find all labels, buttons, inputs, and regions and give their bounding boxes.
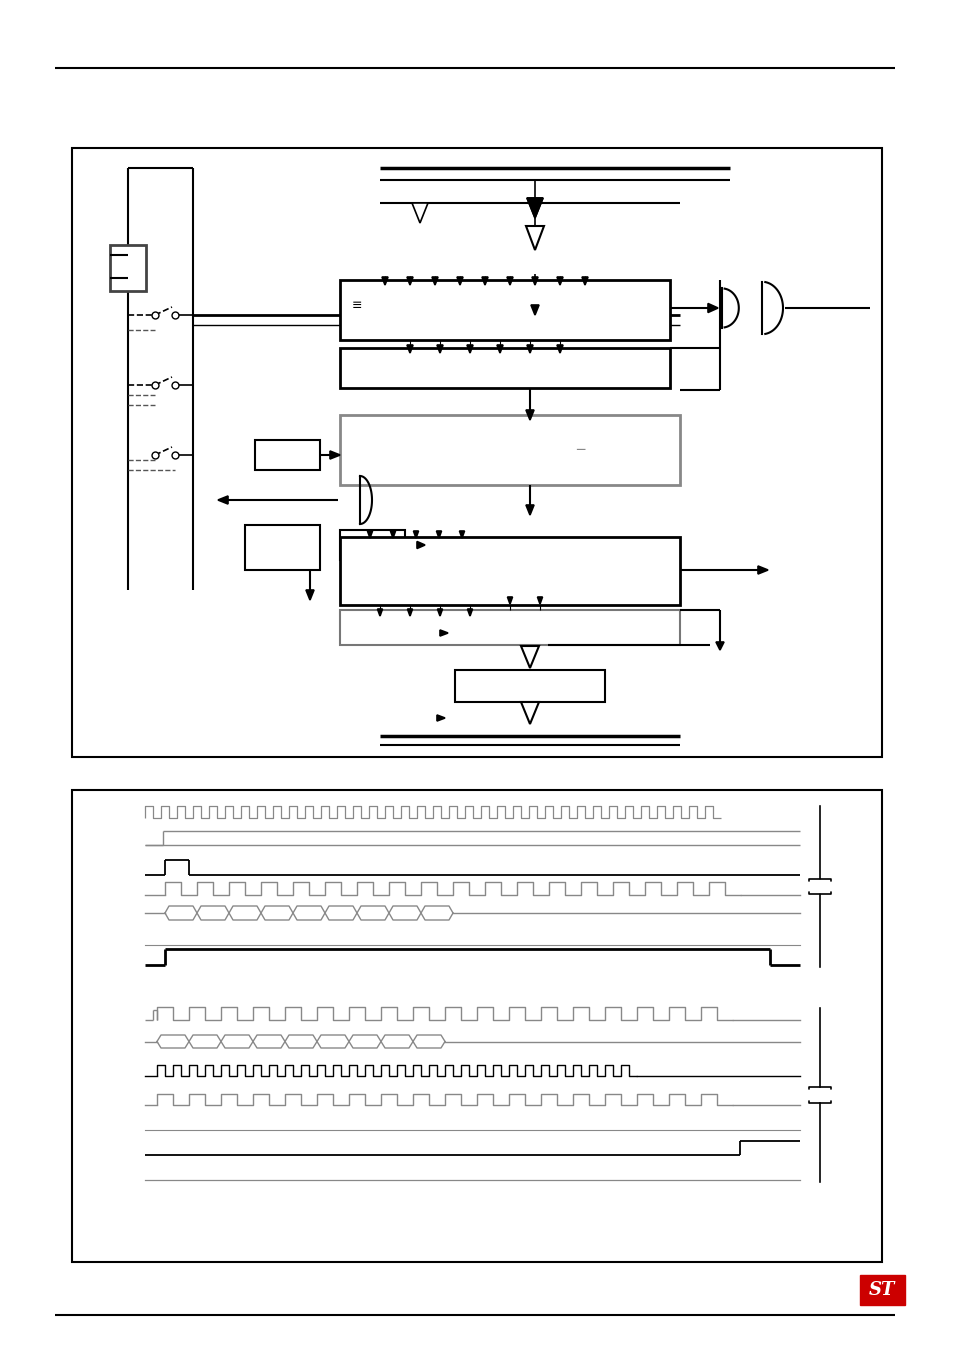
- Polygon shape: [707, 304, 718, 312]
- Polygon shape: [526, 345, 533, 353]
- Polygon shape: [436, 531, 441, 538]
- Polygon shape: [481, 277, 488, 285]
- Text: ─: ─: [576, 443, 583, 457]
- Polygon shape: [557, 345, 562, 353]
- Bar: [455, 670, 604, 703]
- Polygon shape: [537, 597, 542, 604]
- Polygon shape: [531, 305, 538, 315]
- Polygon shape: [407, 345, 413, 353]
- Polygon shape: [436, 345, 442, 353]
- Polygon shape: [436, 715, 444, 721]
- Polygon shape: [758, 566, 767, 574]
- Polygon shape: [416, 542, 424, 549]
- Bar: [339, 530, 405, 561]
- Polygon shape: [412, 203, 428, 223]
- Polygon shape: [716, 642, 723, 650]
- Polygon shape: [526, 199, 542, 218]
- Bar: [71, 790, 882, 1262]
- Polygon shape: [367, 531, 372, 538]
- Polygon shape: [456, 277, 462, 285]
- Polygon shape: [381, 277, 388, 285]
- Polygon shape: [439, 630, 448, 636]
- Bar: [339, 280, 669, 340]
- Polygon shape: [507, 597, 512, 604]
- Bar: [339, 611, 679, 644]
- Polygon shape: [330, 451, 339, 459]
- Polygon shape: [581, 277, 587, 285]
- Polygon shape: [218, 496, 228, 504]
- Text: ≡: ≡: [352, 299, 362, 312]
- Polygon shape: [432, 277, 437, 285]
- Polygon shape: [377, 609, 382, 616]
- Polygon shape: [459, 531, 464, 538]
- Bar: [245, 526, 319, 570]
- Polygon shape: [557, 277, 562, 285]
- Bar: [339, 536, 679, 605]
- Polygon shape: [407, 609, 412, 616]
- Polygon shape: [506, 277, 513, 285]
- Polygon shape: [390, 531, 395, 538]
- Polygon shape: [520, 646, 538, 667]
- Bar: [110, 245, 146, 290]
- Polygon shape: [525, 409, 534, 420]
- Polygon shape: [467, 345, 473, 353]
- Polygon shape: [525, 226, 543, 250]
- Polygon shape: [526, 199, 542, 218]
- Polygon shape: [859, 1275, 904, 1305]
- Text: ST: ST: [868, 1281, 894, 1300]
- Polygon shape: [413, 531, 418, 538]
- Bar: [254, 440, 319, 470]
- Polygon shape: [407, 277, 413, 285]
- Bar: [71, 149, 882, 757]
- Polygon shape: [437, 609, 442, 616]
- Polygon shape: [520, 703, 538, 724]
- Bar: [339, 415, 679, 485]
- Polygon shape: [306, 590, 314, 600]
- Polygon shape: [525, 505, 534, 515]
- Bar: [339, 349, 669, 388]
- Polygon shape: [467, 609, 472, 616]
- Polygon shape: [532, 277, 537, 285]
- Polygon shape: [497, 345, 502, 353]
